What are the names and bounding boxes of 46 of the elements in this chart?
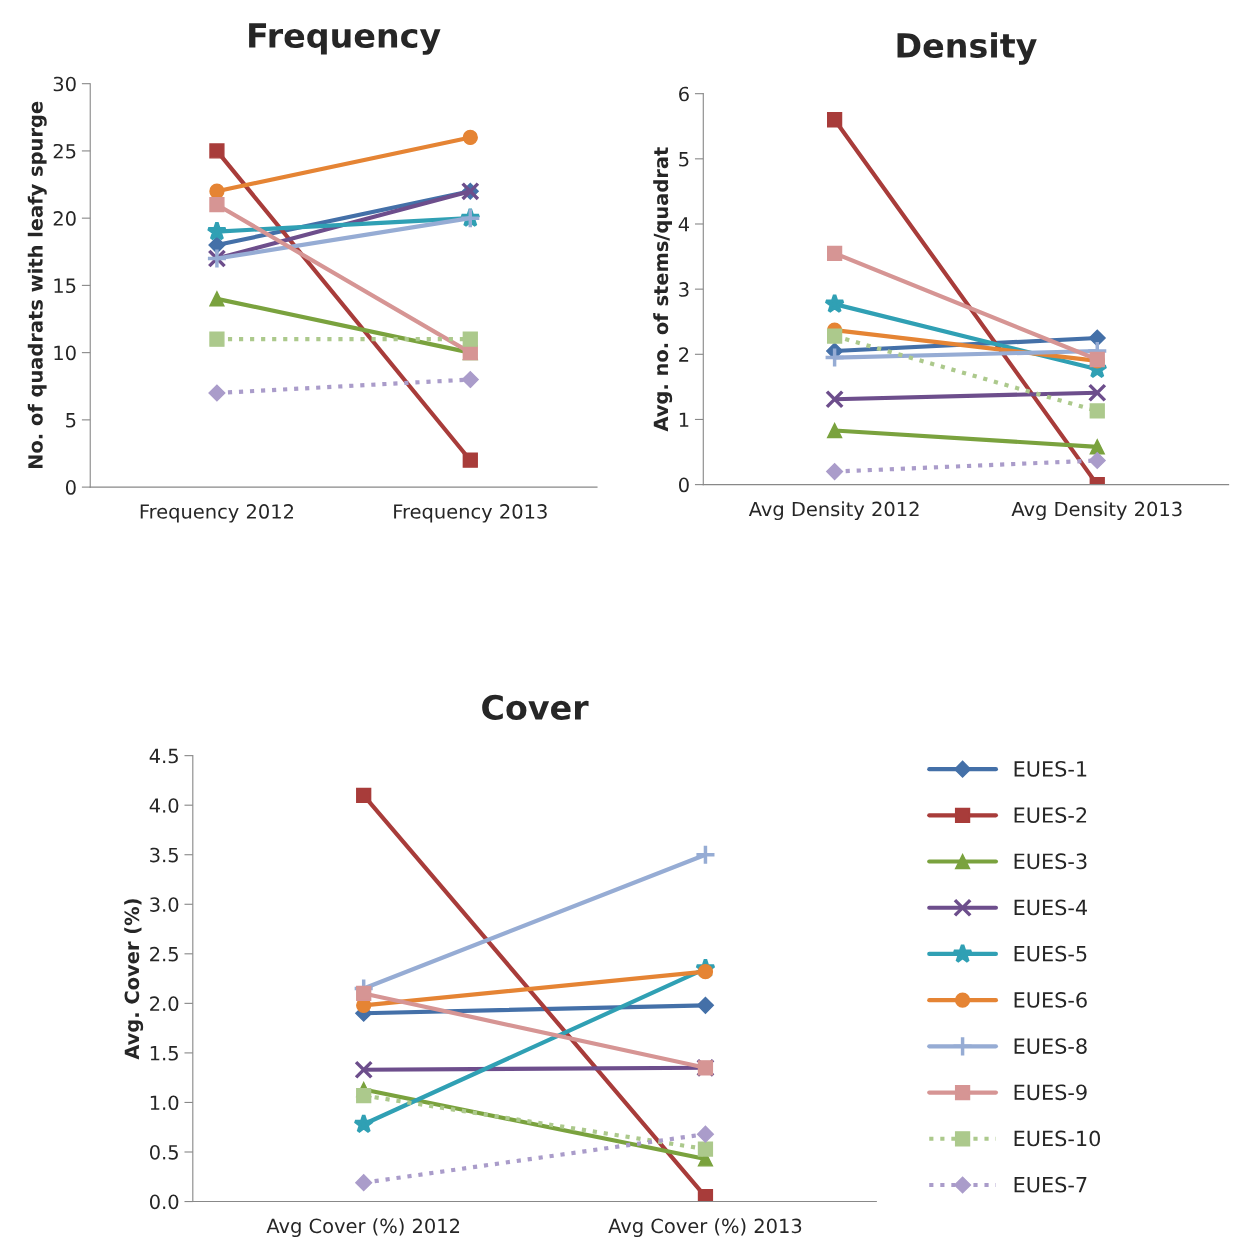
x-tick-label: Avg Cover (%) 2012 bbox=[266, 1218, 460, 1238]
y-tick-label: 2.5 bbox=[150, 946, 178, 962]
y-tick-label: 4.0 bbox=[149, 798, 179, 813]
y-tick-label: 20 bbox=[53, 211, 76, 226]
chart-title: Frequency bbox=[249, 23, 441, 55]
y-tick-label: 4.5 bbox=[149, 748, 178, 764]
x-tick-label: Frequency 2013 bbox=[394, 504, 547, 523]
y-tick-label: 2 bbox=[679, 347, 689, 362]
x-tick-label: Avg Density 2012 bbox=[748, 501, 919, 521]
y-tick-label: 10 bbox=[54, 345, 76, 361]
y-tick-label: 30 bbox=[53, 76, 76, 92]
y-tick-label: 1 bbox=[679, 412, 689, 427]
y-tick-label: 5 bbox=[66, 413, 76, 428]
y-tick-label: 0.5 bbox=[149, 1144, 178, 1160]
y-tick-label: 1.5 bbox=[150, 1046, 178, 1061]
y-tick-label: 1.0 bbox=[150, 1095, 179, 1111]
x-tick-label: Avg Density 2013 bbox=[1011, 501, 1182, 521]
y-tick-label: 0 bbox=[679, 477, 689, 493]
y-tick-label: 3.0 bbox=[150, 897, 179, 912]
chart-title: Density bbox=[897, 32, 1037, 65]
legend-label: EUES-4 bbox=[1014, 899, 1087, 916]
y-tick-label: 25 bbox=[53, 143, 76, 159]
y-axis-title: Avg. Cover (%) bbox=[124, 899, 144, 1060]
y-tick-label: 0.0 bbox=[149, 1194, 179, 1210]
legend-label: EUES-1 bbox=[1014, 760, 1087, 777]
legend-label: EUES-6 bbox=[1014, 991, 1087, 1008]
y-tick-label: 3 bbox=[679, 282, 689, 297]
x-tick-label: Frequency 2012 bbox=[140, 504, 294, 523]
legend-label: EUES-5 bbox=[1014, 945, 1087, 962]
y-tick-label: 6 bbox=[679, 86, 689, 102]
y-tick-label: 2.0 bbox=[150, 996, 179, 1012]
y-tick-label: 0 bbox=[65, 480, 76, 495]
legend-label: EUES-8 bbox=[1014, 1038, 1087, 1054]
y-axis-title: Avg. no. of stems/quadrat bbox=[653, 147, 673, 432]
chart-title: Cover bbox=[482, 694, 589, 721]
legend-label: EUES-3 bbox=[1014, 853, 1087, 870]
y-tick-label: 4 bbox=[678, 217, 689, 232]
legend-label: EUES-7 bbox=[1014, 1176, 1087, 1193]
legend-label: EUES-9 bbox=[1014, 1084, 1087, 1101]
y-tick-label: 3.5 bbox=[150, 847, 178, 863]
y-tick-label: 15 bbox=[54, 278, 76, 294]
y-tick-label: 5 bbox=[679, 152, 689, 167]
y-axis-title: No. of quadrats with leafy spurge bbox=[27, 101, 47, 469]
legend-label: EUES-10 bbox=[1014, 1130, 1101, 1147]
legend-label: EUES-2 bbox=[1014, 807, 1087, 823]
x-tick-label: Avg Cover (%) 2013 bbox=[608, 1218, 802, 1238]
